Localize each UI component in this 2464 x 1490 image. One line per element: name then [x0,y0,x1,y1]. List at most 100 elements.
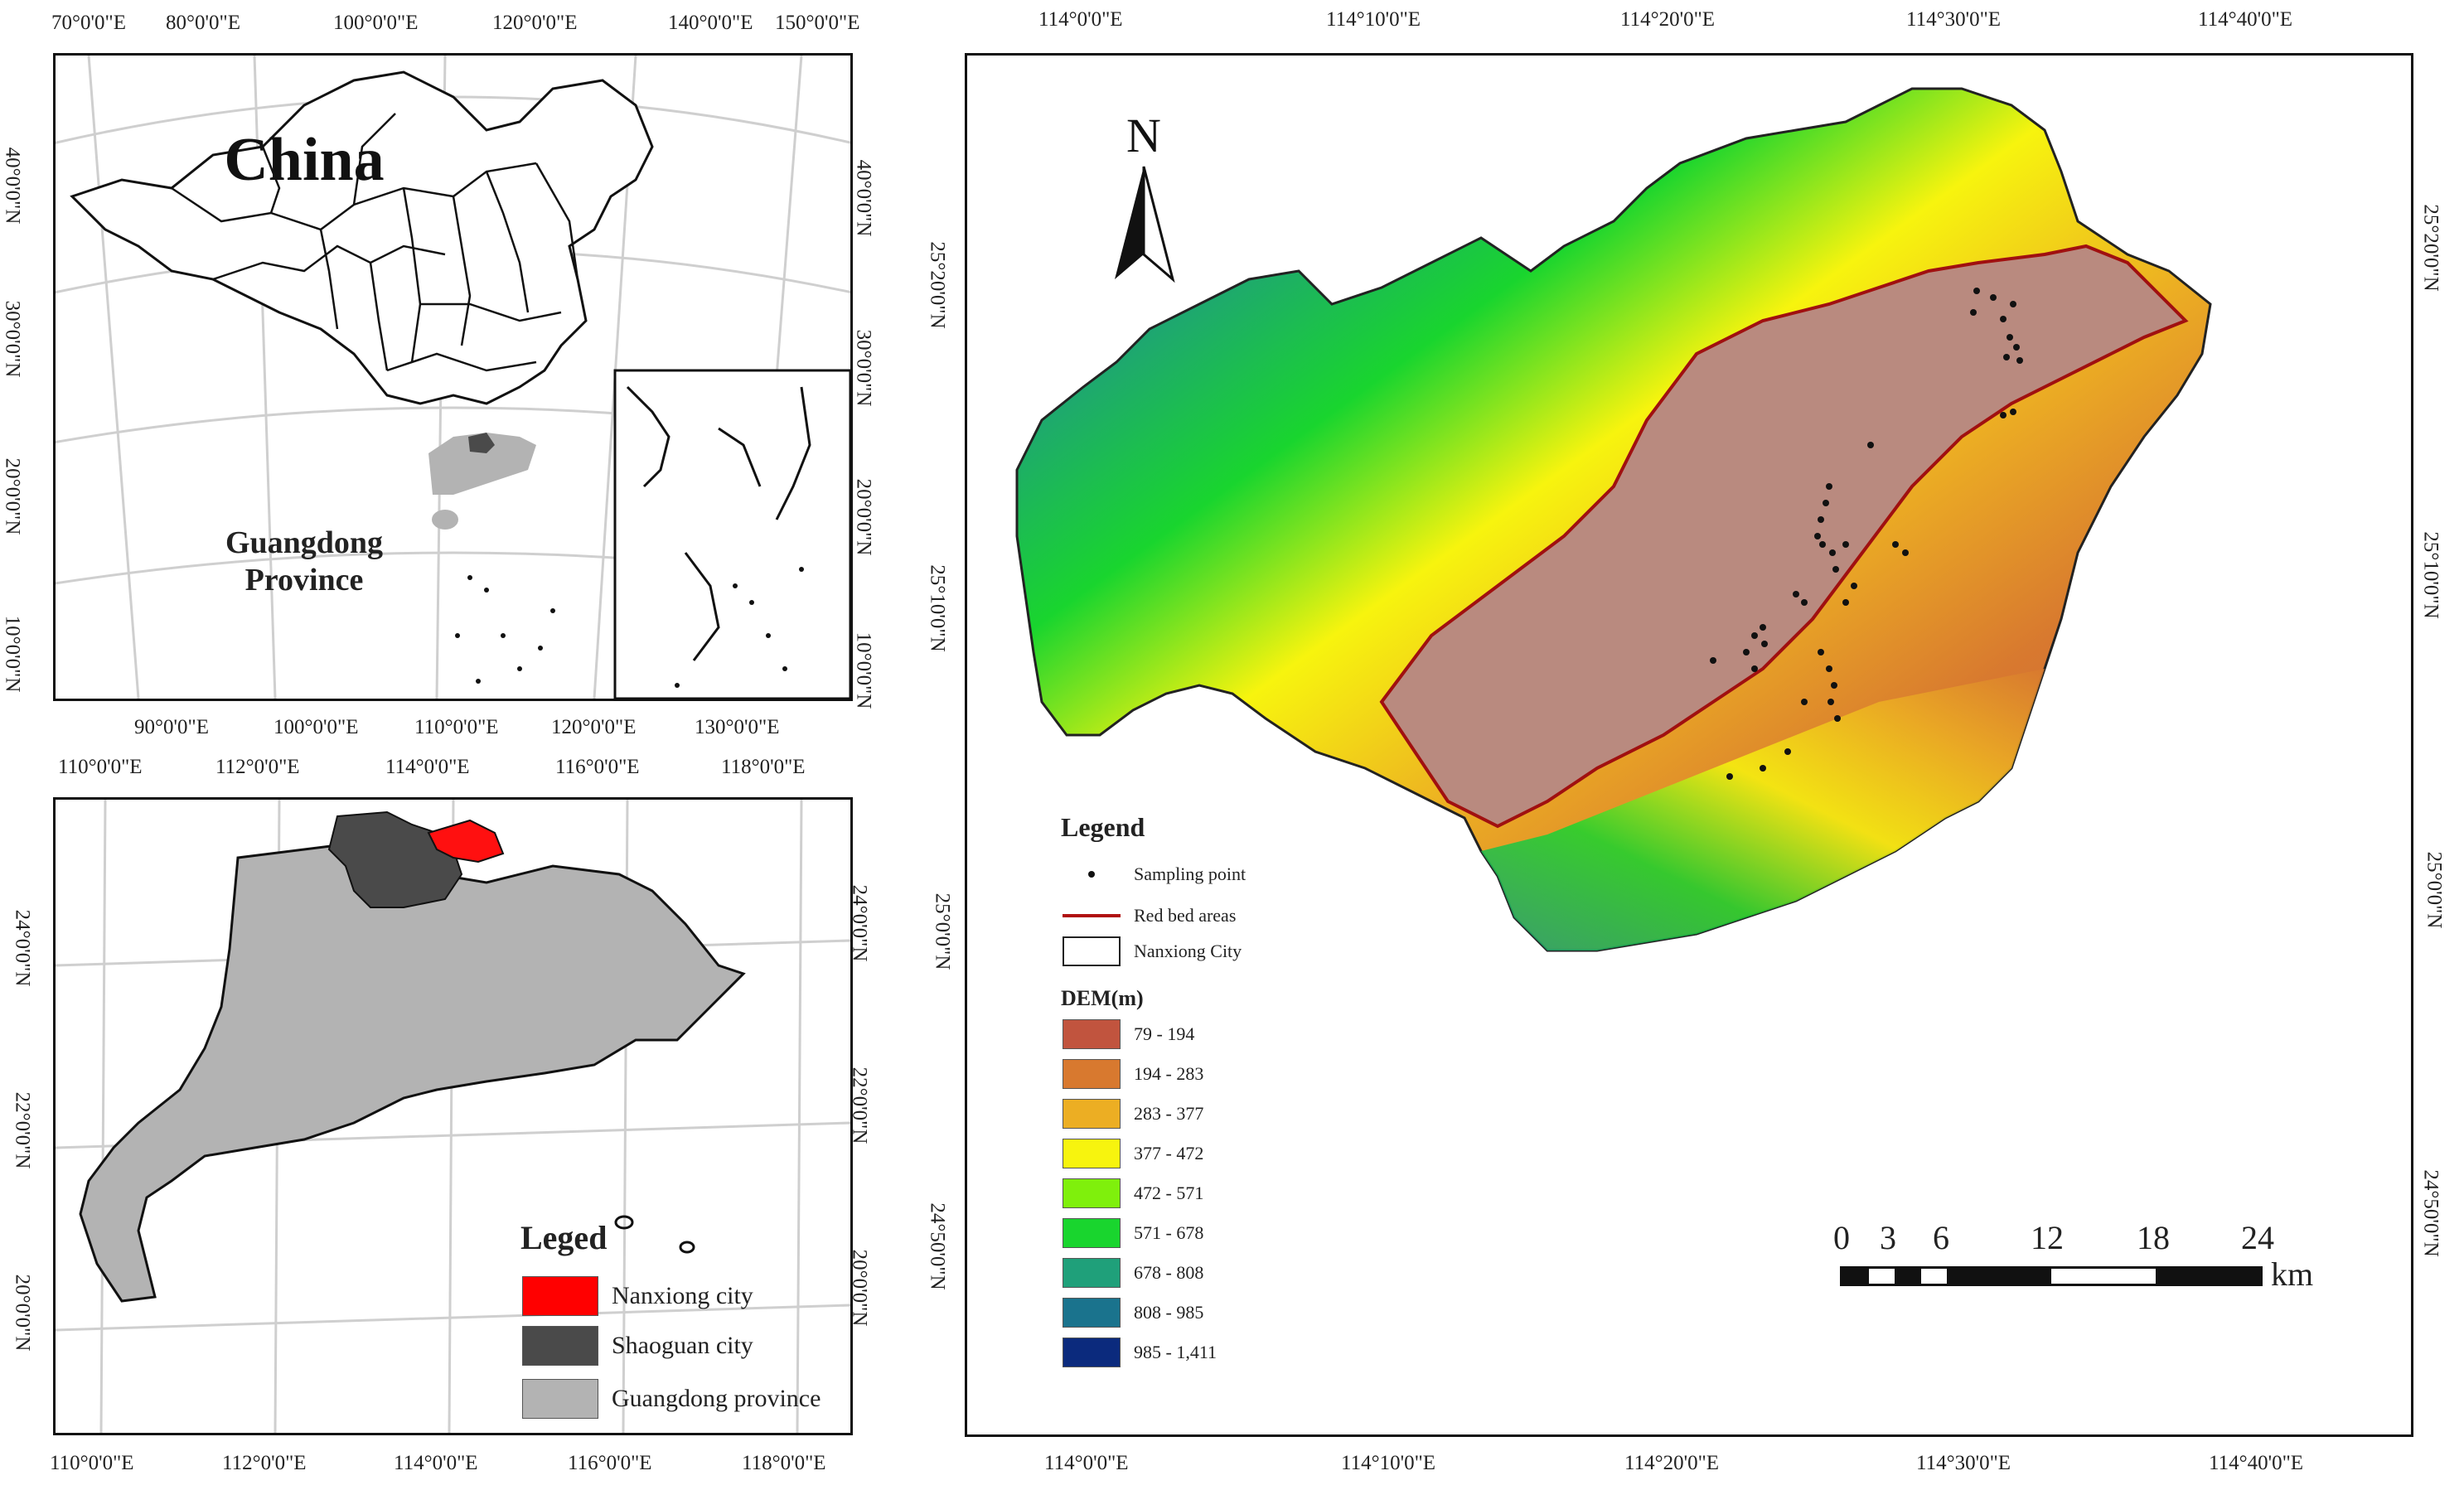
main-map-x-tick-top: 114°40'0"E [2198,8,2293,31]
dem-legend-title: DEM(m) [1061,986,1144,1010]
legend-red-bed: Red bed areas [1063,905,1236,926]
dem-class: 808 - 985 [1063,1298,1203,1328]
dem-swatch [1063,1338,1121,1367]
sampling-point [1826,665,1832,672]
scale-label: 6 [1933,1219,1949,1256]
sampling-point [1818,649,1824,656]
dem-class: 985 - 1,411 [1063,1338,1217,1367]
main-map-x-tick-bottom: 114°0'0"E [1044,1452,1129,1474]
top-map-y-tick-left: 30°0'0"N [1,300,24,378]
sampling-point [1823,500,1829,506]
sampling-point [2000,412,2007,418]
sampling-point [1867,442,1874,448]
gd-map-y-tick-left: 20°0'0"N [11,1274,34,1352]
gd-map-x-tick-top: 114°0'0"E [385,756,470,778]
sampling-point [1710,657,1716,664]
main-map-x-tick-top: 114°20'0"E [1620,8,1716,31]
guangdong-province-shape [79,844,746,1303]
sampling-point [1827,699,1834,705]
sampling-point [1990,294,1997,301]
sampling-point [1751,632,1758,639]
scale-unit: km [2271,1255,2314,1293]
top-map-x-tick-top: 140°0'0"E [668,12,753,34]
scale-label: 0 [1833,1219,1850,1256]
gd-map-x-tick-top: 110°0'0"E [58,756,143,778]
sampling-point [1826,483,1832,490]
gd-legend-item: Guangdong province [522,1379,821,1419]
gd-map-x-tick-bottom: 112°0'0"E [222,1452,307,1474]
gd-legend-title: Leged [520,1219,608,1256]
gd-map-x-tick-bottom: 118°0'0"E [742,1452,826,1474]
red-bed-line-icon [1063,914,1121,917]
guangdong-map [53,797,853,1435]
nanxiong-swatch [522,1276,598,1316]
gd-islands [614,1215,695,1254]
main-map-y-tick-right: 24°50'0"N [2419,1169,2442,1257]
dem-class: 377 - 472 [1063,1139,1203,1168]
main-map-x-tick-bottom: 114°20'0"E [1624,1452,1720,1474]
inset-coastline [626,385,811,661]
dem-class: 283 - 377 [1063,1099,1203,1129]
gd-map-x-tick-top: 112°0'0"E [215,756,300,778]
dem-swatch [1063,1258,1121,1288]
sampling-point [2013,344,2020,351]
sampling-point [1970,309,1977,316]
gd-map-x-tick-bottom: 116°0'0"E [568,1452,652,1474]
sampling-point [1902,549,1909,556]
southern-highlands [1481,669,2045,951]
main-map-x-tick-bottom: 114°30'0"E [1916,1452,2011,1474]
scale-label: 12 [2031,1219,2064,1256]
sampling-point [1892,541,1899,548]
gd-map-x-tick-bottom: 114°0'0"E [394,1452,478,1474]
gd-legend-item: Shaoguan city [522,1326,753,1366]
dem-swatch [1063,1019,1121,1049]
china-overview-map: China Guangdong Province [53,53,853,701]
main-map-y-tick-right: 25°0'0"N [2423,851,2446,929]
guangdong-label-line1: Guangdong [225,525,383,560]
sampling-point [1851,583,1857,589]
top-map-x-tick-bottom: 110°0'0"E [414,716,499,738]
dem-swatch [1063,1218,1121,1248]
gd-map-x-tick-top: 116°0'0"E [555,756,640,778]
top-map-y-tick-right: 10°0'0"N [852,631,875,709]
sampling-point-icon [1063,871,1121,878]
sampling-point [1751,665,1758,672]
top-map-y-tick-right: 40°0'0"N [852,159,875,237]
guangdong-swatch [522,1379,598,1419]
sampling-point [1819,541,1826,548]
sampling-point [1842,599,1849,606]
sampling-point [1760,624,1766,631]
dem-class: 194 - 283 [1063,1059,1203,1089]
guangdong-map-graphic [56,800,850,1433]
sampling-point [2007,334,2013,341]
sampling-point [1726,773,1733,780]
dem-swatch [1063,1059,1121,1089]
sampling-point [1973,288,1980,294]
top-map-x-tick-top: 150°0'0"E [775,12,860,34]
sampling-point [1760,765,1766,772]
sampling-point [1818,516,1824,523]
inset-islands [675,567,804,688]
sampling-point [1793,591,1799,597]
sampling-point [1834,715,1841,722]
main-map-x-tick-bottom: 114°40'0"E [2209,1452,2304,1474]
sampling-point [1829,549,1836,556]
sampling-point [2010,301,2016,307]
gd-map-y-tick-right: 24°0'0"N [848,884,871,962]
south-sea-islands [455,575,555,684]
sampling-point [2010,409,2016,415]
main-map-x-tick-top: 114°0'0"E [1038,8,1123,31]
dem-swatch [1063,1099,1121,1129]
dem-swatch [1063,1178,1121,1208]
top-map-x-tick-bottom: 100°0'0"E [274,716,359,738]
top-map-y-tick-left: 10°0'0"N [1,615,24,693]
sampling-point [2000,316,2007,322]
sampling-points [1710,288,2023,780]
main-map-x-tick-bottom: 114°10'0"E [1341,1452,1436,1474]
gd-map-x-tick-bottom: 110°0'0"E [50,1452,134,1474]
sampling-point [1743,649,1750,656]
gd-map-x-tick-top: 118°0'0"E [721,756,806,778]
hainan-island [432,510,458,530]
south-china-sea-inset [613,369,850,699]
main-map-x-tick-top: 114°30'0"E [1906,8,2002,31]
